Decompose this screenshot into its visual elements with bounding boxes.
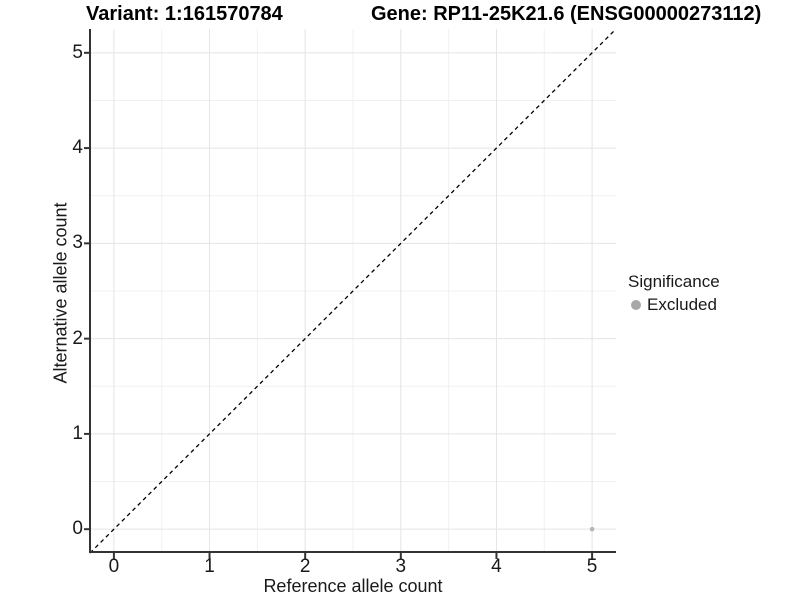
- x-tick-label: 2: [299, 556, 311, 577]
- identity-dashed-line: [89, 28, 617, 554]
- x-tick-label: 3: [395, 556, 407, 577]
- y-tick-label: 4: [72, 137, 83, 159]
- variant-title: Variant: 1:161570784: [86, 3, 283, 25]
- gene-title: Gene: RP11-25K21.6 (ENSG00000273112): [371, 3, 762, 25]
- plot-svg: [84, 28, 617, 559]
- y-tick-label: 0: [72, 518, 83, 540]
- legend-title: Significance: [628, 272, 720, 291]
- plot-panel: [82, 28, 617, 561]
- y-tick-label: 3: [72, 232, 83, 254]
- legend-item-label: Excluded: [647, 295, 717, 314]
- legend-point-icon: [631, 300, 641, 310]
- x-tick-label: 5: [586, 556, 598, 577]
- legend-item-excluded: Excluded: [628, 294, 720, 316]
- legend: Significance Excluded: [628, 271, 720, 316]
- y-tick-label: 1: [72, 422, 83, 444]
- x-tick-label: 4: [491, 556, 502, 577]
- y-axis-title: Alternative allele count: [50, 202, 71, 384]
- x-tick-label: 1: [204, 556, 215, 577]
- x-axis-title: Reference allele count: [263, 576, 443, 596]
- x-tick-label: 0: [108, 556, 120, 577]
- data-point: [589, 526, 595, 532]
- y-tick-label: 5: [72, 41, 83, 63]
- y-tick-label: 2: [72, 327, 83, 349]
